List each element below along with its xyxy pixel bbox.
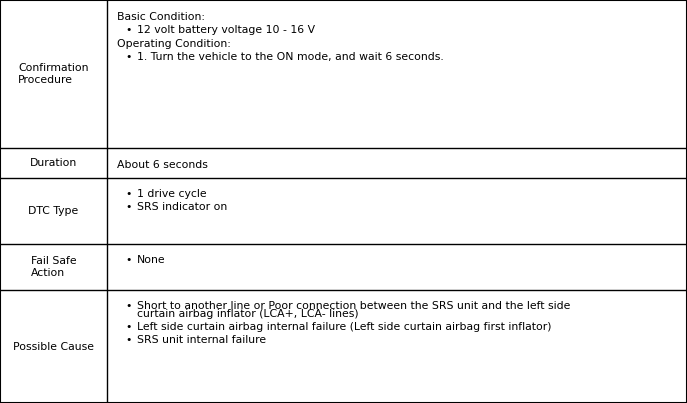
Text: Left side curtain airbag internal failure (Left side curtain airbag first inflat: Left side curtain airbag internal failur… (137, 322, 552, 332)
Text: •: • (125, 322, 131, 332)
Text: •: • (125, 202, 131, 212)
Text: •: • (125, 301, 131, 311)
Text: DTC Type: DTC Type (28, 206, 78, 216)
Text: Possible Cause: Possible Cause (13, 341, 94, 351)
Text: Confirmation
Procedure: Confirmation Procedure (19, 63, 89, 85)
Text: SRS unit internal failure: SRS unit internal failure (137, 334, 266, 345)
Text: curtain airbag inflator (LCA+, LCA- lines): curtain airbag inflator (LCA+, LCA- line… (137, 309, 359, 319)
Text: Short to another line or Poor connection between the SRS unit and the left side: Short to another line or Poor connection… (137, 301, 570, 311)
Text: •: • (125, 334, 131, 345)
Text: None: None (137, 255, 166, 265)
Text: 12 volt battery voltage 10 - 16 V: 12 volt battery voltage 10 - 16 V (137, 25, 315, 35)
Text: Duration: Duration (30, 158, 77, 168)
Text: •: • (125, 52, 131, 62)
Text: •: • (125, 25, 131, 35)
Text: Operating Condition:: Operating Condition: (117, 39, 231, 49)
Text: •: • (125, 255, 131, 265)
Text: Fail Safe
Action: Fail Safe Action (31, 256, 76, 278)
Text: 1 drive cycle: 1 drive cycle (137, 189, 207, 199)
Text: 1. Turn the vehicle to the ON mode, and wait 6 seconds.: 1. Turn the vehicle to the ON mode, and … (137, 52, 444, 62)
Text: SRS indicator on: SRS indicator on (137, 202, 227, 212)
Text: Basic Condition:: Basic Condition: (117, 12, 205, 23)
Text: About 6 seconds: About 6 seconds (117, 160, 208, 170)
Text: •: • (125, 189, 131, 199)
